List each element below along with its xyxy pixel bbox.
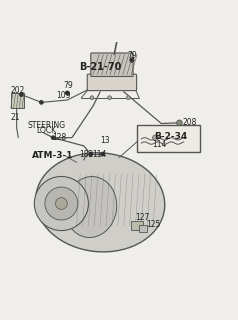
Text: 21: 21 — [11, 113, 20, 122]
Circle shape — [90, 96, 94, 100]
Text: 202: 202 — [11, 86, 25, 95]
Circle shape — [101, 152, 104, 156]
Text: 182: 182 — [79, 150, 93, 159]
Text: 79: 79 — [64, 81, 73, 91]
Text: 109: 109 — [56, 91, 71, 100]
Text: 208: 208 — [182, 118, 197, 127]
Circle shape — [108, 96, 111, 100]
Circle shape — [34, 176, 89, 231]
Circle shape — [55, 198, 67, 209]
Circle shape — [115, 31, 122, 37]
Circle shape — [40, 101, 43, 104]
Text: 114: 114 — [152, 140, 166, 149]
FancyBboxPatch shape — [87, 74, 137, 91]
Bar — [139, 225, 147, 232]
Circle shape — [153, 135, 158, 140]
Ellipse shape — [36, 153, 165, 252]
Text: 127: 127 — [135, 213, 150, 222]
Text: B-2-34: B-2-34 — [154, 132, 187, 141]
Circle shape — [89, 152, 92, 156]
Text: 128: 128 — [52, 133, 66, 142]
Bar — [131, 221, 143, 230]
Circle shape — [177, 120, 182, 126]
Ellipse shape — [65, 177, 117, 237]
Bar — [11, 93, 24, 108]
Text: B-21-70: B-21-70 — [79, 62, 121, 72]
FancyBboxPatch shape — [91, 53, 133, 76]
Circle shape — [175, 142, 178, 144]
Circle shape — [66, 91, 69, 95]
Text: 114: 114 — [92, 150, 106, 159]
Circle shape — [20, 93, 23, 96]
Text: ATM-3-1: ATM-3-1 — [32, 151, 74, 160]
Text: 13: 13 — [100, 135, 110, 145]
Circle shape — [45, 187, 78, 220]
Circle shape — [51, 136, 55, 139]
Bar — [137, 125, 200, 152]
Circle shape — [127, 96, 130, 100]
Text: 125: 125 — [146, 220, 160, 229]
Text: LOCK: LOCK — [36, 126, 56, 135]
Text: STEERING: STEERING — [27, 121, 65, 130]
Circle shape — [130, 58, 134, 62]
Circle shape — [175, 137, 178, 140]
Text: 79: 79 — [127, 51, 137, 60]
